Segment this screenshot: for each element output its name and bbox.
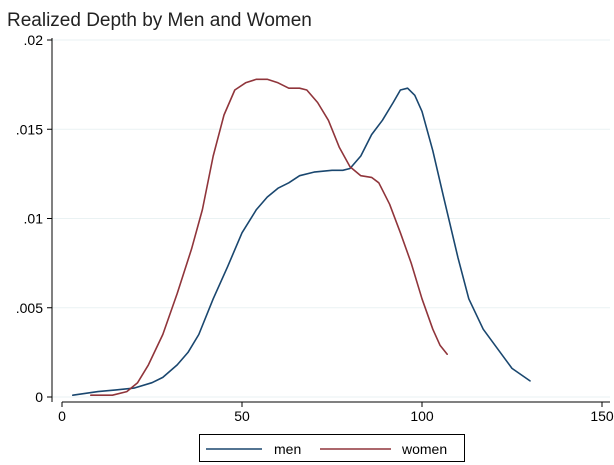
series-lines [72,78,531,396]
x-tick-label-0: 0 [58,408,66,424]
y-tick-label-4: .02 [24,32,44,48]
gridlines [52,39,610,398]
y-tick-label-1: .005 [16,300,43,316]
legend-label-men: men [274,441,301,457]
legend-box [199,434,465,462]
x-tick-label-1: 50 [234,408,250,424]
legend: men women [199,434,465,462]
series-line-men [72,87,531,396]
x-tick-label-2: 100 [410,408,434,424]
series-line-women [90,78,448,396]
axes: 0 .005 .01 .015 .02 0 50 100 150 [16,32,614,424]
chart-title: Realized Depth by Men and Women [7,10,312,31]
legend-label-women: women [401,441,447,457]
y-tick-label-0: 0 [35,389,43,405]
y-tick-label-3: .015 [16,121,43,137]
x-tick-label-3: 150 [590,408,614,424]
y-tick-label-2: .01 [24,211,44,227]
